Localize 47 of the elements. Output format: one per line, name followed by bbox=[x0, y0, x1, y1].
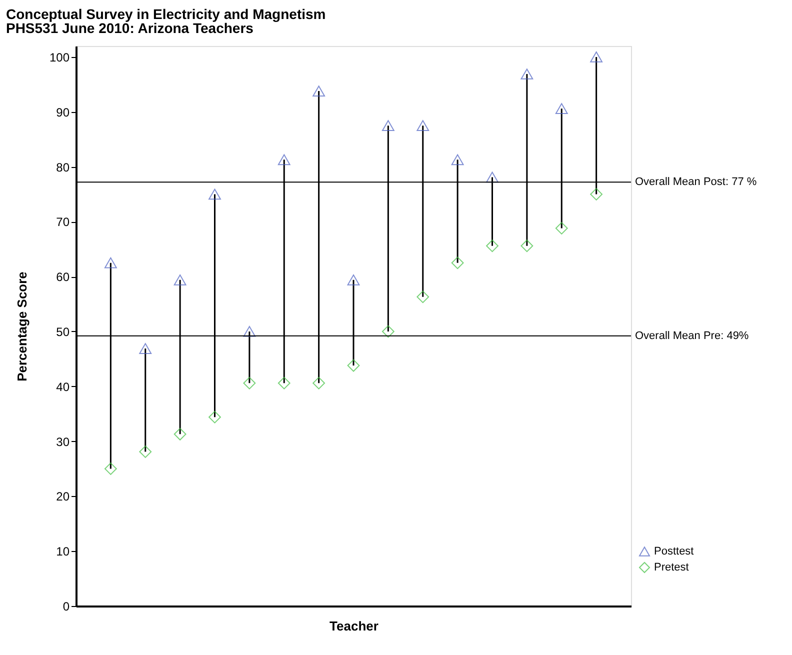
y-tick-label: 40 bbox=[56, 380, 70, 394]
point bbox=[312, 376, 326, 390]
point bbox=[451, 154, 464, 166]
point bbox=[416, 120, 430, 132]
point bbox=[174, 428, 186, 440]
point bbox=[451, 256, 464, 270]
chart-title: Conceptual Survey in Electricity and Magnetism bbox=[6, 6, 326, 22]
point bbox=[104, 257, 117, 268]
point bbox=[139, 446, 152, 458]
point bbox=[520, 240, 534, 252]
point bbox=[208, 188, 221, 200]
y-tick-label: 10 bbox=[56, 544, 70, 559]
point bbox=[243, 376, 256, 390]
point bbox=[382, 325, 394, 338]
point bbox=[416, 290, 430, 304]
ref-line-label: Overall Mean Pre: 49% bbox=[635, 330, 749, 342]
legend-label: Pretest bbox=[654, 562, 689, 574]
ref-line-label: Overall Mean Post: 77 % bbox=[635, 176, 757, 188]
point bbox=[555, 103, 568, 114]
y-tick-label: 0 bbox=[62, 600, 70, 614]
y-tick-label: 20 bbox=[56, 490, 70, 504]
point bbox=[278, 154, 290, 166]
y-tick-label: 60 bbox=[56, 270, 70, 284]
point bbox=[347, 359, 360, 372]
point bbox=[347, 274, 360, 286]
y-tick-label: 90 bbox=[56, 105, 70, 120]
legend-label: Posttest bbox=[654, 546, 694, 558]
y-tick-label: 50 bbox=[56, 324, 70, 339]
point bbox=[382, 120, 394, 132]
point bbox=[486, 240, 498, 252]
point bbox=[104, 462, 117, 475]
point bbox=[243, 326, 256, 337]
point bbox=[520, 68, 534, 80]
point bbox=[139, 343, 152, 354]
y-tick-label: 100 bbox=[49, 50, 70, 64]
point bbox=[278, 376, 290, 390]
point bbox=[208, 410, 221, 424]
x-axis-title: Teacher bbox=[330, 618, 378, 634]
point bbox=[555, 222, 568, 234]
point bbox=[312, 86, 326, 96]
y-axis-title: Percentage Score bbox=[14, 272, 30, 382]
y-tick-label: 30 bbox=[56, 434, 70, 449]
y-tick-label: 80 bbox=[56, 160, 70, 174]
point bbox=[590, 52, 603, 62]
point bbox=[590, 188, 603, 200]
y-tick-label: 70 bbox=[56, 215, 70, 230]
point bbox=[174, 274, 186, 286]
